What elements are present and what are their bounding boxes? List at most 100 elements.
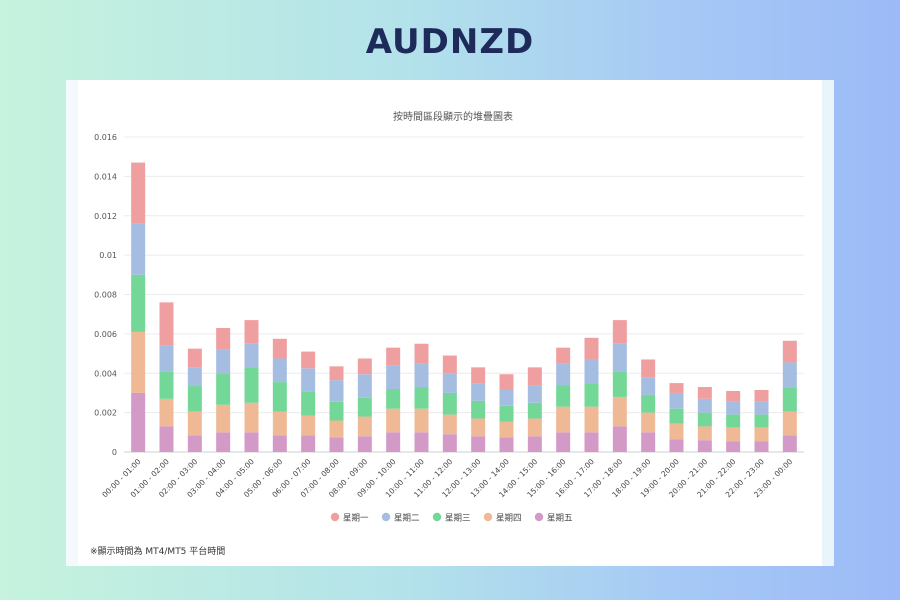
legend-marker xyxy=(432,512,442,522)
bar-segment xyxy=(244,367,259,403)
legend-item[interactable]: 星期一 xyxy=(330,512,369,524)
bar-segment xyxy=(216,349,231,374)
bar-segment xyxy=(244,402,259,433)
bar-segment xyxy=(612,320,627,344)
bar-segment xyxy=(301,415,316,436)
bar-segment xyxy=(612,396,627,427)
y-axis-ticks: 0 0.002 0.004 0.006 0.008 0.01 0.012 0.014 0.016 xyxy=(94,133,117,457)
page-title: AUDNZD xyxy=(365,22,535,62)
legend-marker xyxy=(483,512,493,522)
bar-segment xyxy=(301,351,316,369)
bar-segment xyxy=(216,404,231,433)
bar-segment xyxy=(669,408,684,424)
bar-segment xyxy=(499,389,514,406)
bar-segment xyxy=(584,406,599,433)
bar-segment xyxy=(669,439,684,452)
bar-segment xyxy=(386,408,401,433)
legend-label: 星期五 xyxy=(547,514,573,524)
bar-segment xyxy=(782,388,797,412)
bar-segment xyxy=(641,412,656,433)
bar-segment xyxy=(726,414,741,428)
bar-segment xyxy=(329,380,344,402)
legend-marker xyxy=(330,512,340,522)
bar-segment xyxy=(726,390,741,402)
bar-segment xyxy=(584,432,599,452)
bar-segment xyxy=(272,411,287,436)
bar-segment xyxy=(442,373,457,393)
bar-segment xyxy=(386,432,401,452)
legend-item[interactable]: 星期五 xyxy=(534,512,573,524)
bar-segment xyxy=(442,414,457,435)
bar-segment xyxy=(527,367,542,386)
bar-segment xyxy=(414,363,429,388)
bar-segment xyxy=(556,363,571,386)
bar-segment xyxy=(159,398,174,427)
gridlines xyxy=(124,136,804,453)
bar-segment xyxy=(131,392,146,452)
bars xyxy=(131,162,797,452)
bar-segment xyxy=(442,355,457,374)
bar-segment xyxy=(641,432,656,452)
bar-segment xyxy=(471,367,486,384)
bar-segment xyxy=(216,327,231,350)
legend-label: 星期四 xyxy=(496,514,522,524)
bar-segment xyxy=(726,427,741,442)
bar-segment xyxy=(556,347,571,364)
bar-segment xyxy=(527,385,542,403)
legend-label: 星期一 xyxy=(343,514,369,524)
bar-segment xyxy=(499,421,514,438)
legend-marker xyxy=(381,512,391,522)
bar-segment xyxy=(216,432,231,452)
bar-segment xyxy=(556,406,571,433)
legend-item[interactable]: 星期三 xyxy=(432,512,471,524)
card-right-edge xyxy=(822,80,834,566)
y-tick-label: 0.012 xyxy=(94,212,117,221)
bar-segment xyxy=(697,387,712,399)
legend: 星期一 星期二 星期三 星期四 星期五 xyxy=(330,512,573,524)
bar-segment xyxy=(301,391,316,416)
bar-segment xyxy=(726,441,741,452)
bar-segment xyxy=(499,405,514,422)
bar-segment xyxy=(386,365,401,389)
bar-segment xyxy=(131,162,146,224)
bar-segment xyxy=(414,343,429,364)
bar-segment xyxy=(216,373,231,405)
bar-segment xyxy=(499,437,514,452)
bar-segment xyxy=(187,386,202,412)
bar-segment xyxy=(386,389,401,409)
bar-segment xyxy=(754,427,769,442)
bar-segment xyxy=(641,377,656,395)
bar-segment xyxy=(357,397,372,417)
bar-segment xyxy=(272,435,287,452)
bar-segment xyxy=(697,398,712,413)
bar-segment xyxy=(131,274,146,332)
bar-segment xyxy=(697,440,712,452)
bar-segment xyxy=(301,368,316,392)
bar-segment xyxy=(556,432,571,452)
bar-segment xyxy=(612,371,627,397)
bar-segment xyxy=(187,348,202,368)
bar-segment xyxy=(329,420,344,438)
bar-segment xyxy=(754,441,769,452)
bar-segment xyxy=(471,400,486,419)
footnote: ※顯示時間為 MT4/MT5 平台時間 xyxy=(90,547,226,557)
bar-segment xyxy=(131,331,146,393)
bar-segment xyxy=(357,416,372,437)
bar-segment xyxy=(244,320,259,344)
bar-segment xyxy=(442,434,457,452)
bar-segment xyxy=(471,418,486,437)
bar-segment xyxy=(556,385,571,407)
bar-segment xyxy=(584,383,599,407)
bar-segment xyxy=(159,426,174,452)
bar-segment xyxy=(471,436,486,452)
bar-segment xyxy=(726,401,741,415)
bar-segment xyxy=(754,414,769,428)
bar-segment xyxy=(442,392,457,415)
y-tick-label: 0.004 xyxy=(94,369,117,378)
y-tick-label: 0.006 xyxy=(94,330,117,339)
bar-segment xyxy=(272,358,287,383)
chart-title: 按時間區段顯示的堆疊圖表 xyxy=(393,110,513,123)
bar-segment xyxy=(584,359,599,384)
legend-item[interactable]: 星期二 xyxy=(381,512,420,524)
legend-item[interactable]: 星期四 xyxy=(483,512,522,524)
